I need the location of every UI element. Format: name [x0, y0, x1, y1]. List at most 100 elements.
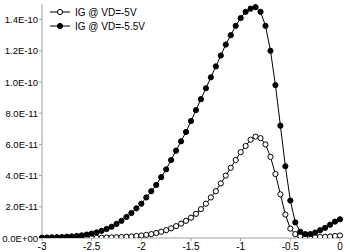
- point: [174, 148, 179, 153]
- point: [74, 233, 79, 238]
- y-tick: [39, 206, 42, 207]
- point: [59, 235, 64, 238]
- point: [228, 165, 233, 170]
- point: [332, 219, 337, 224]
- point: [54, 235, 59, 238]
- point: [263, 23, 268, 28]
- x-tick-label: -1.5: [182, 241, 200, 252]
- plot-area: [39, 5, 342, 238]
- point: [208, 195, 213, 200]
- point: [94, 230, 99, 235]
- point: [183, 218, 188, 223]
- x-tick-label: -3: [38, 241, 47, 252]
- point: [39, 235, 44, 238]
- point: [288, 226, 293, 231]
- y-tick: [39, 19, 42, 20]
- y-tick: [39, 144, 42, 145]
- point: [129, 234, 134, 238]
- point: [238, 150, 243, 155]
- y-tick-label: 6.0E-11: [5, 139, 38, 150]
- point: [228, 33, 233, 38]
- x-tick-label: 0: [337, 241, 343, 252]
- point: [293, 232, 298, 237]
- point: [109, 224, 114, 229]
- y-tick-label: 8.0E-11: [5, 108, 38, 119]
- x-tick-label: -0.5: [282, 241, 300, 252]
- point: [159, 175, 164, 180]
- point: [188, 215, 193, 220]
- point: [337, 217, 342, 222]
- point: [233, 157, 238, 162]
- point: [293, 220, 298, 225]
- point: [238, 15, 243, 20]
- y-tick: [39, 82, 42, 83]
- point: [49, 235, 54, 238]
- y-tick-label: 1.0E-10: [5, 77, 38, 88]
- point: [318, 234, 323, 238]
- y-tick-label: 1.2E-10: [5, 45, 38, 56]
- y-axis: [42, 4, 43, 238]
- point: [223, 42, 228, 47]
- point: [188, 118, 193, 123]
- point: [193, 211, 198, 216]
- legend: IG @ VD=-5V IG @ VD=-5.5V: [50, 7, 145, 32]
- point: [44, 235, 49, 238]
- point: [258, 9, 263, 14]
- point: [288, 198, 293, 203]
- point: [183, 129, 188, 134]
- point: [144, 195, 149, 200]
- y-tick: [39, 113, 42, 114]
- point: [134, 206, 139, 211]
- point: [178, 139, 183, 144]
- point: [79, 233, 84, 238]
- point: [243, 143, 248, 148]
- point: [114, 221, 119, 226]
- point: [89, 231, 94, 236]
- point: [159, 229, 164, 234]
- point: [278, 192, 283, 197]
- point: [104, 235, 109, 238]
- point: [258, 136, 263, 141]
- point: [104, 226, 109, 231]
- point: [198, 97, 203, 102]
- point: [164, 167, 169, 172]
- point: [273, 83, 278, 88]
- legend-marker: [57, 23, 62, 28]
- x-tick-label: -2: [137, 241, 146, 252]
- legend-label: IG @ VD=-5V: [75, 7, 137, 18]
- point: [164, 228, 169, 233]
- point: [327, 222, 332, 227]
- point: [223, 173, 228, 178]
- point: [44, 235, 49, 238]
- point: [154, 182, 159, 187]
- point: [213, 64, 218, 69]
- point: [203, 86, 208, 91]
- x-tick-label: -1: [236, 241, 245, 252]
- point: [308, 232, 313, 237]
- point: [174, 224, 179, 229]
- point: [198, 207, 203, 212]
- point: [337, 233, 342, 238]
- point: [39, 235, 44, 238]
- point: [313, 230, 318, 235]
- point: [298, 229, 303, 234]
- point: [218, 181, 223, 186]
- y-tick-label: 0.0E+00: [2, 233, 38, 244]
- point: [327, 234, 332, 238]
- legend-label: IG @ VD=-5.5V: [75, 21, 145, 32]
- point: [193, 107, 198, 112]
- point: [218, 53, 223, 58]
- point: [248, 6, 253, 11]
- point: [248, 137, 253, 142]
- point: [283, 164, 288, 169]
- point: [253, 5, 258, 10]
- point: [169, 226, 174, 231]
- y-tick-label: 4.0E-11: [5, 170, 38, 181]
- y-tick: [39, 175, 42, 176]
- point: [149, 189, 154, 194]
- y-tick-label: 1.4E-10: [5, 14, 38, 25]
- series-line: [42, 7, 340, 238]
- point: [99, 235, 104, 238]
- point: [323, 225, 328, 230]
- point: [323, 234, 328, 238]
